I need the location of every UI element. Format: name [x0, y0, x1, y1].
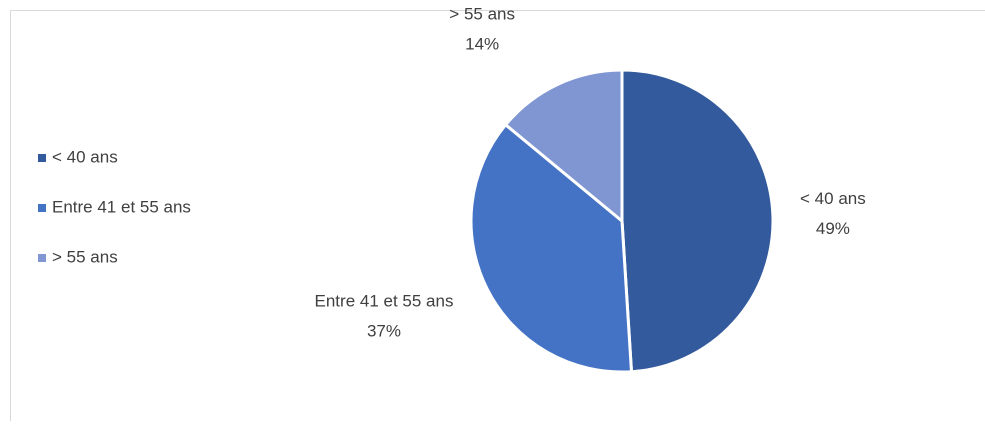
- legend-label: > 55 ans: [52, 247, 118, 266]
- data-label-value: 37%: [367, 321, 401, 340]
- data-label-name: < 40 ans: [800, 189, 866, 208]
- pie-slice: [622, 70, 773, 372]
- legend-label: < 40 ans: [52, 147, 118, 166]
- legend-label: Entre 41 et 55 ans: [52, 197, 191, 216]
- legend-swatch: [38, 154, 46, 162]
- data-label-value: 14%: [465, 35, 499, 54]
- legend-swatch: [38, 204, 46, 212]
- data-label-name: > 55 ans: [449, 5, 515, 24]
- data-label-name: Entre 41 et 55 ans: [315, 291, 454, 310]
- data-label-value: 49%: [816, 219, 850, 238]
- legend-swatch: [38, 254, 46, 262]
